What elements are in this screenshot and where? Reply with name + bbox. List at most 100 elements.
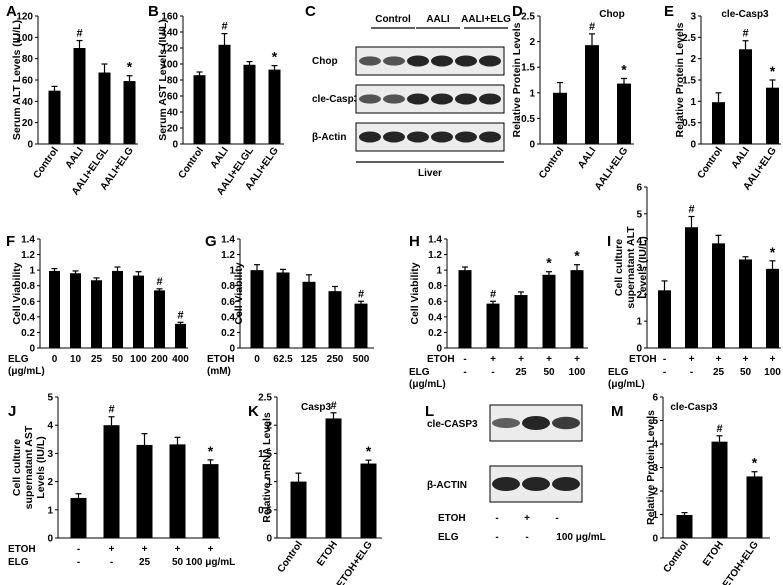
blot-band <box>359 131 381 143</box>
bar <box>70 497 87 538</box>
treatment-row-label: ELG <box>409 367 430 378</box>
treatment-value: - <box>110 557 113 568</box>
treatment-value: 200 <box>151 354 168 365</box>
blot-band <box>407 55 429 67</box>
bar <box>243 64 256 144</box>
y-tick-label: 4 <box>652 440 658 451</box>
y-tick-label: 2.5 <box>682 33 696 44</box>
treatment-value: 100 μg/mL <box>186 557 235 568</box>
treatment-value: - <box>77 544 80 555</box>
blot-band <box>431 131 453 143</box>
bar <box>711 441 728 538</box>
bar <box>49 270 60 348</box>
blot-band <box>431 93 453 105</box>
y-tick-label: 2 <box>636 290 642 301</box>
y-tick-label: 0 <box>690 140 696 151</box>
treatment-value: 500 <box>353 354 370 365</box>
y-tick-label: 6 <box>652 393 658 404</box>
y-axis-label: supernatant ALT <box>625 226 637 309</box>
panel-letter: D <box>512 3 523 20</box>
treatment-unit-label: (μg/mL) <box>409 379 446 390</box>
y-tick-label: 60 <box>22 76 34 87</box>
y-tick-label: 0.2 <box>21 328 35 339</box>
significance-mark: # <box>742 28 748 40</box>
panel-m-chart: M 0 1 2 3 4 5 6 Relative Protein Levels cle-Casp3… <box>611 393 770 585</box>
bar <box>458 270 472 348</box>
y-tick-label: 60 <box>167 92 179 103</box>
bar <box>542 274 556 348</box>
panel-letter: K <box>248 403 259 420</box>
bar <box>73 48 86 144</box>
treatment-value: + <box>546 354 552 365</box>
y-tick-label: 1 <box>636 317 642 328</box>
blot-band <box>492 418 520 428</box>
y-tick-label: 0.2 <box>428 328 442 339</box>
significance-mark: # <box>589 21 595 33</box>
y-tick-label: 120 <box>161 44 178 55</box>
y-tick-label: 3 <box>636 263 642 274</box>
bar <box>585 45 599 144</box>
significance-mark: * <box>621 61 627 77</box>
x-tick-label: Control <box>662 539 692 575</box>
x-tick-label: AALI <box>209 145 232 171</box>
treatment-value: 250 <box>327 354 344 365</box>
bar <box>712 243 725 348</box>
bar <box>685 227 698 348</box>
significance-mark: * <box>574 248 580 264</box>
y-axis-label: Cell Viability <box>409 262 421 324</box>
panel-letter: J <box>8 403 16 420</box>
significance-mark: # <box>156 276 162 288</box>
y-tick-label: 0 <box>27 140 33 151</box>
panel-c-western-blot: C Control AALI AALI+ELG Chop cle-Casp3 β-Actin… <box>305 3 511 179</box>
blot-row-label: cle-CASP3 <box>427 419 478 430</box>
y-tick-label: 0 <box>172 140 178 151</box>
significance-mark: # <box>688 204 694 216</box>
panel-g-chart: G 0 0.2 0.4 0.6 0.8 1 1.2 1.4 Cell Viability # ETOH… <box>205 233 374 377</box>
y-tick-label: 0 <box>636 344 642 355</box>
significance-mark: * <box>208 443 214 459</box>
treatment-value: + <box>518 354 524 365</box>
y-tick-label: 1 <box>436 266 442 277</box>
treatment-value: - <box>663 354 666 365</box>
treatment-value: - <box>495 513 498 524</box>
bar <box>136 444 153 538</box>
blot-group-label: AALI+ELG <box>461 14 511 25</box>
blot-band <box>383 131 405 143</box>
bar <box>169 444 186 538</box>
y-tick-label: 2 <box>266 421 272 432</box>
treatment-value: + <box>109 544 115 555</box>
y-tick-label: 1.4 <box>428 235 442 246</box>
treatment-value: 50 <box>543 367 555 378</box>
treatment-value: 0 <box>52 354 58 365</box>
treatment-value: 100 <box>130 354 147 365</box>
y-axis-label: Levels (IU/L) <box>35 436 47 498</box>
panel-letter: G <box>205 233 217 250</box>
bar <box>766 268 779 348</box>
bar <box>739 259 752 348</box>
panel-letter: F <box>6 233 15 250</box>
panel-i-chart: I 0 1 2 3 4 5 6 Cell culture supernatant ALT Level… <box>607 183 781 391</box>
bar <box>486 303 500 348</box>
y-tick-label: 1 <box>529 88 535 99</box>
panel-h-chart: H 0 0.2 0.4 0.6 0.8 1 1.2 1.4 Cell Viability # * * ET… <box>409 233 588 390</box>
bar <box>48 90 61 144</box>
treatment-value: - <box>663 367 666 378</box>
treatment-value: - <box>495 532 498 543</box>
treatment-value: + <box>743 354 749 365</box>
treatment-value: + <box>175 544 181 555</box>
treatment-value: 25 <box>713 367 725 378</box>
blot-band <box>522 416 550 430</box>
bar <box>746 476 763 538</box>
significance-mark: * <box>366 443 372 459</box>
significance-mark: * <box>546 255 552 271</box>
treatment-value: + <box>142 544 148 555</box>
bar <box>328 291 342 348</box>
bar <box>70 273 81 348</box>
treatment-value: 10 <box>70 354 82 365</box>
y-tick-label: 1.5 <box>521 63 535 74</box>
treatment-value: 62.5 <box>273 354 293 365</box>
y-tick-label: 2.5 <box>258 393 272 404</box>
y-tick-label: 100 <box>161 60 178 71</box>
